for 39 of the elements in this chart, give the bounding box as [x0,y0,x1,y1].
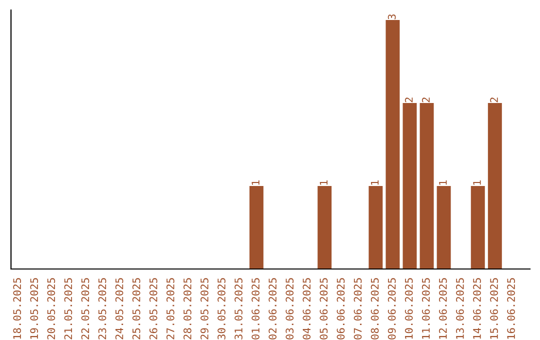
x-tick-label: 07.06.2025 [354,278,362,340]
x-tick-label: 13.06.2025 [456,278,464,339]
x-tick-label: 20.05.2025 [47,278,56,340]
x-tick-label: 28.05.2025 [183,278,192,340]
data-label: 1 [370,180,379,185]
x-tick-label: 21.05.2025 [64,278,72,340]
data-label: 1 [473,180,481,185]
x-tick-label: 03.06.2025 [286,278,294,340]
data-label: 2 [422,98,430,102]
x-tick-label: 25.05.2025 [132,278,140,340]
x-tick-label: 18.05.2025 [13,278,22,339]
data-label: 1 [320,180,328,185]
x-tick-label: 02.06.2025 [268,278,277,340]
x-tick-label: 11.06.2025 [422,278,430,339]
data-label: 2 [404,98,413,102]
data-label: 1 [439,180,447,185]
x-tick-label: 30.05.2025 [218,278,226,340]
x-tick-label: 22.05.2025 [81,278,90,340]
x-tick-label: 04.06.2025 [302,278,311,340]
x-tick-label: 19.05.2025 [30,278,38,339]
x-tick-label: 23.05.2025 [98,278,106,340]
x-tick-label: 16.06.2025 [507,278,515,339]
x-tick-label: 31.05.2025 [234,278,242,340]
x-tick-label: 27.05.2025 [166,278,174,340]
x-tick-label: 10.06.2025 [404,278,413,339]
x-tick-label: 24.05.2025 [115,278,124,340]
x-tick-label: 09.06.2025 [388,278,396,340]
x-tick-label: 12.06.2025 [438,278,447,339]
data-label: 2 [490,98,498,102]
x-tick-label: 14.06.2025 [473,278,481,339]
x-tick-label: 06.06.2025 [336,278,345,340]
x-tick-label: 29.05.2025 [200,278,208,340]
x-tick-label: 26.05.2025 [149,278,158,340]
data-label: 1 [252,180,260,185]
data-label: 3 [388,14,396,20]
x-tick-label: 01.06.2025 [252,278,260,340]
x-tick-label: 08.06.2025 [370,278,379,340]
x-tick-label: 05.06.2025 [320,278,328,340]
x-tick-label: 15.06.2025 [490,278,498,339]
